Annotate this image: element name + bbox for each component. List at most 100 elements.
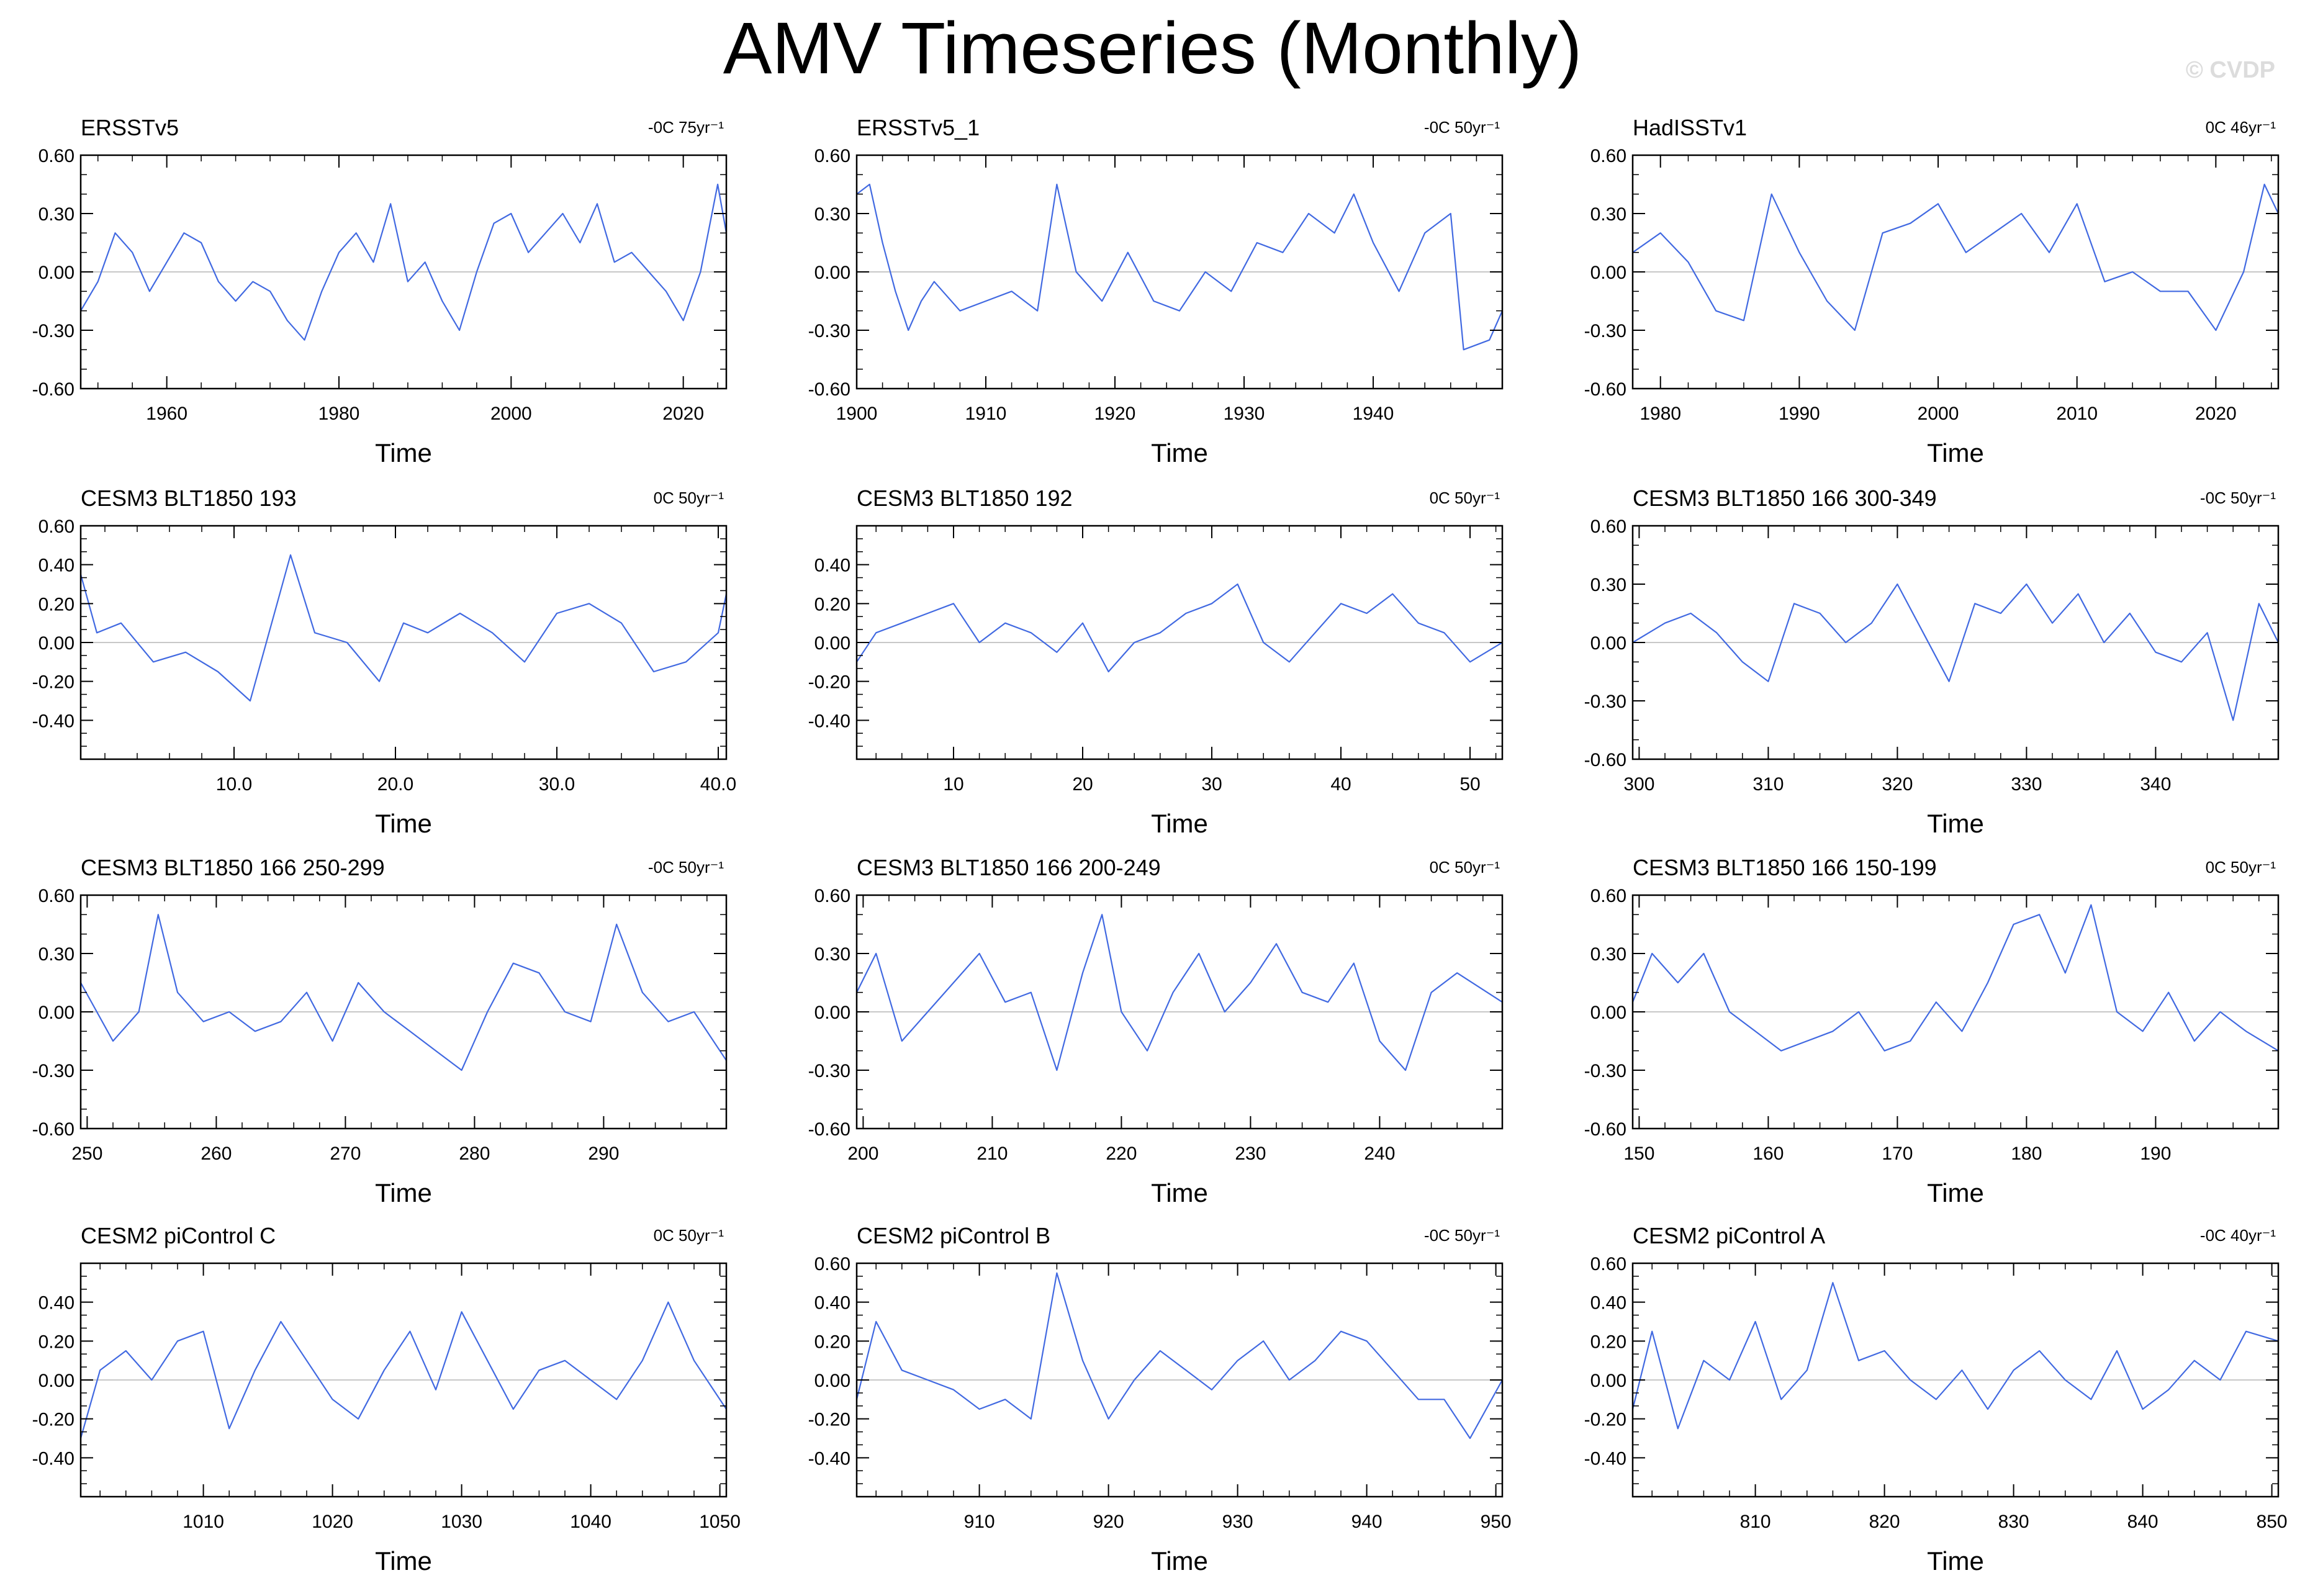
y-tick-label: -0.20 — [808, 672, 850, 693]
x-tick-label: 1020 — [312, 1512, 353, 1532]
chart-panel-4: -0.40 -0.20 0.00 0.20 0.40 0.60 10.0 20.0 30.0 40… — [32, 485, 737, 838]
chart-panel-6: -0.60 -0.30 0.00 0.30 0.60 300 310 320 330 340 CES… — [1584, 485, 2280, 838]
y-tick-label: -0.20 — [808, 1410, 850, 1430]
x-tick-label: 30.0 — [539, 774, 575, 795]
chart-panel-1: -0.60 -0.30 0.00 0.30 0.60 1960 1980 2000 2020 ER… — [32, 115, 728, 467]
y-tick-label: -0.30 — [808, 1061, 850, 1081]
x-tick-label: 150 — [1623, 1143, 1654, 1164]
x-axis-label: Time — [1927, 438, 1984, 467]
y-tick-label: 0.60 — [1590, 886, 1626, 906]
panel-title: CESM3 BLT1850 192 — [857, 485, 1073, 511]
y-tick-label: -0.30 — [1584, 321, 1626, 341]
y-tick-label: 0.20 — [814, 1332, 850, 1352]
x-tick-label: 920 — [1093, 1512, 1124, 1532]
x-tick-label: 230 — [1235, 1143, 1266, 1164]
x-tick-label: 330 — [2011, 774, 2042, 795]
panel-title: CESM3 BLT1850 166 150-199 — [1633, 855, 1937, 880]
x-tick-label: 820 — [1869, 1512, 1900, 1532]
y-tick-label: 0.60 — [38, 516, 74, 537]
x-tick-label: 1960 — [146, 404, 187, 424]
x-tick-label: 340 — [2140, 774, 2171, 795]
x-tick-label: 930 — [1222, 1512, 1253, 1532]
y-tick-label: -0.40 — [32, 1448, 74, 1469]
x-tick-label: 830 — [1998, 1512, 2029, 1532]
x-tick-label: 40 — [1330, 774, 1351, 795]
y-tick-label: -0.20 — [1584, 1410, 1626, 1430]
y-tick-label: -0.30 — [1584, 1061, 1626, 1081]
chart-panel-8: -0.60 -0.30 0.00 0.30 0.60 200 210 220 230 240 CES… — [808, 855, 1504, 1207]
y-tick-label: -0.40 — [808, 1448, 850, 1469]
x-tick-label: 280 — [459, 1143, 490, 1164]
trend-label: 0C 50yr⁻¹ — [654, 489, 724, 507]
x-tick-label: 30 — [1201, 774, 1222, 795]
y-tick-label: -0.20 — [32, 672, 74, 693]
y-tick-label: 0.60 — [38, 886, 74, 906]
series-line — [856, 583, 1503, 673]
y-tick-label: -0.30 — [808, 321, 850, 341]
y-tick-label: -0.20 — [32, 1410, 74, 1430]
x-axis-label: Time — [1151, 438, 1208, 467]
trend-label: -0C 50yr⁻¹ — [1424, 1226, 1500, 1245]
y-tick-label: 0.00 — [1590, 263, 1626, 283]
trend-label: -0C 40yr⁻¹ — [2200, 1226, 2276, 1245]
y-tick-label: 0.40 — [38, 556, 74, 576]
panel-title: CESM2 piControl B — [857, 1223, 1050, 1248]
x-tick-label: 2020 — [662, 404, 704, 424]
series-line — [79, 554, 728, 702]
y-tick-label: -0.60 — [808, 379, 850, 400]
y-tick-label: 0.60 — [814, 146, 850, 166]
x-tick-label: 1990 — [1779, 404, 1820, 424]
y-tick-label: 0.00 — [1590, 1003, 1626, 1023]
series-line — [1632, 183, 2279, 331]
y-tick-label: 0.00 — [38, 1003, 74, 1023]
y-tick-label: 0.00 — [814, 1003, 850, 1023]
x-tick-label: 20.0 — [377, 774, 413, 795]
y-tick-label: -0.60 — [1584, 379, 1626, 400]
y-tick-label: 0.60 — [1590, 516, 1626, 537]
x-tick-label: 270 — [330, 1143, 361, 1164]
y-tick-label: 0.00 — [814, 633, 850, 654]
x-tick-label: 210 — [977, 1143, 1008, 1164]
chart-panel-12: -0.40 -0.20 0.00 0.20 0.40 0.60 810 820 830 840 85… — [1584, 1223, 2288, 1576]
y-tick-label: 0.30 — [1590, 575, 1626, 595]
x-tick-label: 40.0 — [700, 774, 736, 795]
x-tick-label: 50 — [1459, 774, 1480, 795]
panel-title: ERSSTv5_1 — [857, 115, 980, 140]
y-tick-label: 0.40 — [814, 1293, 850, 1314]
panel-title: CESM2 piControl C — [81, 1223, 276, 1248]
y-tick-label: 0.00 — [814, 263, 850, 283]
y-tick-label: 0.00 — [1590, 1371, 1626, 1391]
x-tick-label: 180 — [2011, 1143, 2042, 1164]
x-axis-label: Time — [1151, 1546, 1208, 1576]
x-tick-label: 1910 — [965, 404, 1007, 424]
x-tick-label: 2000 — [490, 404, 532, 424]
series-line — [80, 183, 728, 341]
chart-panel-11: -0.40 -0.20 0.00 0.20 0.40 0.60 910 920 930 940 95… — [808, 1223, 1512, 1576]
y-tick-label: -0.30 — [1584, 692, 1626, 712]
x-axis-label: Time — [375, 1178, 432, 1207]
chart-panel-2: -0.60 -0.30 0.00 0.30 0.60 1900 1910 1920 1930 19… — [808, 115, 1504, 467]
x-tick-label: 950 — [1481, 1512, 1512, 1532]
trend-label: 0C 50yr⁻¹ — [654, 1226, 724, 1245]
chart-panel-7: -0.60 -0.30 0.00 0.30 0.60 250 260 270 280 290 CES… — [32, 855, 728, 1207]
x-tick-label: 840 — [2127, 1512, 2158, 1532]
x-axis-label: Time — [1151, 1178, 1208, 1207]
series-line — [856, 914, 1503, 1071]
y-tick-label: -0.30 — [32, 321, 74, 341]
y-tick-label: -0.60 — [1584, 1119, 1626, 1140]
y-tick-label: 0.20 — [38, 594, 74, 615]
trend-label: 0C 50yr⁻¹ — [1430, 489, 1500, 507]
x-tick-label: 1940 — [1353, 404, 1394, 424]
y-tick-label: 0.60 — [814, 1254, 850, 1274]
x-tick-label: 20 — [1072, 774, 1093, 795]
x-tick-label: 290 — [588, 1143, 619, 1164]
chart-panel-10: -0.40 -0.20 0.00 0.20 0.40 1010 1020 1030 1040 10… — [32, 1223, 741, 1576]
x-axis-label: Time — [375, 1546, 432, 1576]
y-tick-label: 0.00 — [1590, 633, 1626, 654]
panel-title: CESM2 piControl A — [1633, 1223, 1825, 1248]
x-tick-label: 190 — [2140, 1143, 2171, 1164]
y-tick-label: 0.60 — [1590, 1254, 1626, 1274]
y-tick-label: -0.60 — [808, 1119, 850, 1140]
series-line — [856, 183, 1504, 351]
x-tick-label: 220 — [1106, 1143, 1137, 1164]
